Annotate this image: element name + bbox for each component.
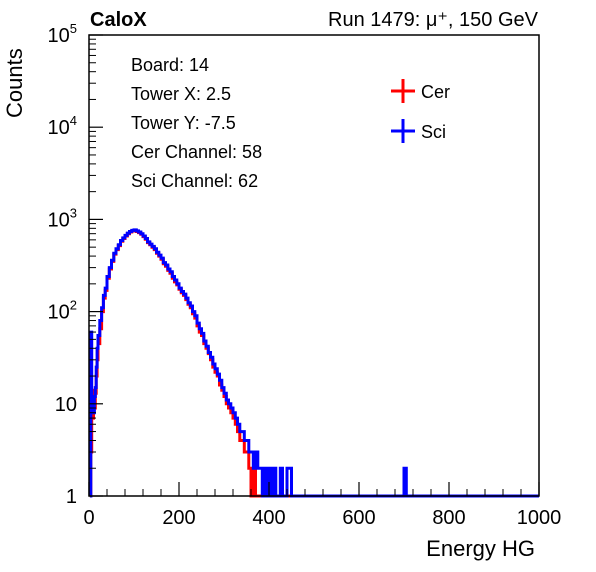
x-tick-label: 800: [432, 507, 465, 529]
info-sci-channel: Sci Channel: 62: [131, 171, 258, 191]
info-cer-channel: Cer Channel: 58: [131, 142, 262, 162]
x-tick-label: 600: [342, 507, 375, 529]
info-tower-y: Tower Y: -7.5: [131, 113, 236, 133]
y-tick-label-base: 10: [48, 25, 70, 47]
x-tick-label: 0: [83, 507, 94, 529]
y-tick-label: 103: [48, 205, 77, 231]
legend: Cer Sci: [391, 79, 450, 143]
info-tower-x: Tower X: 2.5: [131, 84, 231, 104]
y-tick-label-base: 10: [48, 302, 70, 324]
series-layer: [89, 228, 539, 498]
x-tick-label: 400: [252, 507, 285, 529]
plot-frame: [88, 34, 540, 497]
legend-label-cer: Cer: [421, 82, 450, 102]
chart-title-left: CaloX: [90, 9, 147, 31]
series-cer-line: [89, 228, 539, 498]
x-tick-label: 1000: [517, 507, 562, 529]
legend-label-sci: Sci: [421, 122, 446, 142]
y-tick-label: 102: [48, 298, 77, 324]
y-tick-label-exponent: 4: [70, 113, 77, 128]
legend-marker-cer: [391, 79, 415, 103]
y-tick-label: 10: [55, 394, 77, 416]
info-board: Board: 14: [131, 55, 209, 75]
y-tick-label: 104: [48, 113, 77, 139]
y-axis-label: Counts: [2, 48, 27, 118]
chart-title-right: Run 1479: μ⁺, 150 GeV: [328, 9, 539, 31]
y-tick-label-base: 10: [48, 209, 70, 231]
y-tick-label-exponent: 3: [70, 205, 77, 220]
x-axis-label: Energy HG: [426, 536, 535, 561]
y-tick-label-exponent: 2: [70, 298, 77, 313]
y-tick-label-exponent: 5: [70, 21, 77, 36]
x-tick-label: 200: [162, 507, 195, 529]
y-tick-label: 1: [66, 486, 77, 508]
series-sci-line: [89, 228, 539, 498]
legend-marker-sci: [391, 119, 415, 143]
info-box: Board: 14 Tower X: 2.5 Tower Y: -7.5 Cer…: [131, 55, 262, 191]
y-tick-label-base: 10: [48, 117, 70, 139]
y-tick-label: 105: [48, 21, 77, 47]
